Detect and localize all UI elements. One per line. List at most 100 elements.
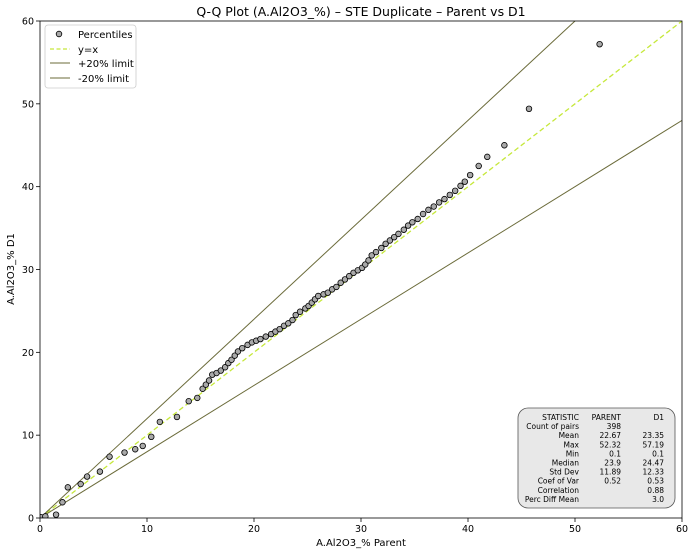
percentile-point — [234, 348, 242, 355]
x-axis-label: A.Al2O3_% Parent — [316, 538, 406, 549]
percentile-point — [596, 40, 603, 48]
percentile-point — [501, 142, 508, 149]
percentile-point — [368, 252, 375, 259]
statistics-cell: 22.67 — [600, 431, 622, 440]
statistics-cell: 0.52 — [604, 477, 621, 486]
percentile-point — [446, 191, 454, 199]
statistics-header-cell: PARENT — [592, 413, 622, 422]
chart-title: Q-Q Plot (A.Al2O3_%) – STE Duplicate – P… — [196, 4, 525, 19]
percentile-point — [262, 333, 269, 340]
percentile-point — [173, 413, 181, 421]
statistics-cell: 24.47 — [643, 459, 665, 468]
statistics-cell: 23.35 — [643, 431, 665, 440]
statistics-cell: Min — [566, 449, 580, 458]
percentile-point — [185, 398, 192, 405]
percentile-point — [390, 233, 398, 241]
statistics-cell: Perc Diff Mean — [525, 495, 579, 504]
percentile-point — [289, 316, 296, 324]
percentile-point — [382, 240, 389, 248]
percentile-point — [106, 453, 113, 460]
statistics-box: STATISTIC PARENT D1 Count of pairs 398 Mean 22… — [517, 407, 676, 509]
percentile-point — [404, 222, 412, 229]
percentile-point — [199, 385, 206, 392]
percentile-point — [525, 105, 533, 113]
y-tick-label: 10 — [22, 431, 34, 442]
x-tick-label: 60 — [676, 524, 688, 535]
percentile-point — [372, 248, 380, 256]
percentile-point — [400, 226, 407, 233]
percentile-point — [228, 356, 235, 363]
y-tick-label: 50 — [22, 99, 34, 110]
statistics-cell: 23.9 — [604, 459, 621, 468]
statistics-cell: Max — [563, 440, 579, 449]
percentile-point — [341, 276, 349, 283]
percentile-point — [346, 272, 353, 280]
statistics-header-cell: STATISTIC — [542, 413, 579, 422]
percentile-point — [378, 244, 385, 252]
legend-label-upper-limit: +20% limit — [78, 59, 134, 70]
statistics-cell: 57.19 — [643, 440, 665, 449]
percentile-point — [451, 187, 459, 195]
percentile-point — [409, 219, 416, 226]
percentile-point — [239, 344, 246, 352]
legend-label-identity: y=x — [78, 45, 98, 56]
percentile-point — [296, 308, 304, 315]
percentile-point — [59, 499, 66, 506]
percentile-point — [221, 364, 229, 371]
percentile-point — [484, 153, 491, 161]
percentile-point — [315, 292, 322, 300]
y-tick-label: 40 — [22, 182, 34, 193]
statistics-cell: 11.89 — [600, 468, 622, 477]
statistics-cell: 12.33 — [643, 468, 665, 477]
statistics-cell: 0.1 — [652, 449, 664, 458]
percentile-point — [461, 178, 468, 185]
percentile-point — [64, 484, 72, 491]
reference-line-20-limit — [40, 21, 576, 518]
x-tick-label: 0 — [37, 524, 43, 535]
percentile-point — [194, 394, 201, 402]
y-axis-ticks: 0 10 20 30 40 50 60 — [22, 17, 40, 525]
statistics-cell: Correlation — [538, 486, 580, 495]
percentile-point — [333, 283, 340, 291]
percentile-point — [121, 449, 128, 456]
x-tick-label: 30 — [355, 524, 367, 535]
statistics-cell: 52.32 — [600, 440, 622, 449]
statistics-cell: Count of pairs — [526, 422, 579, 431]
percentile-point — [83, 473, 91, 480]
percentile-point — [386, 237, 394, 244]
percentile-point — [257, 335, 264, 343]
statistics-cell: 0.53 — [647, 477, 664, 486]
percentile-point — [475, 162, 482, 170]
statistics-cell: Mean — [559, 431, 580, 440]
percentile-point — [139, 442, 146, 450]
percentile-point — [425, 206, 432, 214]
percentile-point — [96, 468, 104, 475]
percentile-point — [395, 230, 402, 238]
percentile-point — [217, 367, 225, 374]
statistics-cell: 0.1 — [609, 449, 621, 458]
percentile-point — [324, 289, 332, 296]
statistics-cell: 3.0 — [652, 495, 664, 504]
percentile-point — [441, 195, 448, 203]
y-tick-label: 0 — [28, 514, 34, 525]
legend-label-lower-limit: -20% limit — [78, 74, 129, 85]
percentile-point — [42, 513, 49, 518]
x-tick-label: 40 — [462, 524, 474, 535]
x-axis-ticks: 0 10 20 30 40 50 60 — [37, 518, 688, 535]
percentile-point — [285, 320, 292, 327]
statistics-box-background — [517, 407, 676, 509]
percentile-point — [466, 171, 474, 179]
percentile-point — [156, 418, 164, 426]
reference-line-y-x — [40, 21, 682, 518]
percentile-point — [430, 203, 437, 210]
y-tick-label: 60 — [22, 17, 34, 28]
percentile-point — [148, 433, 155, 441]
percentile-point — [457, 182, 464, 190]
percentile-point — [419, 210, 427, 218]
y-tick-label: 30 — [22, 265, 34, 276]
percentile-point — [292, 311, 299, 319]
y-axis-label: A.Al2O3_% D1 — [6, 233, 17, 305]
x-tick-label: 20 — [248, 524, 260, 535]
legend-box — [44, 24, 137, 89]
